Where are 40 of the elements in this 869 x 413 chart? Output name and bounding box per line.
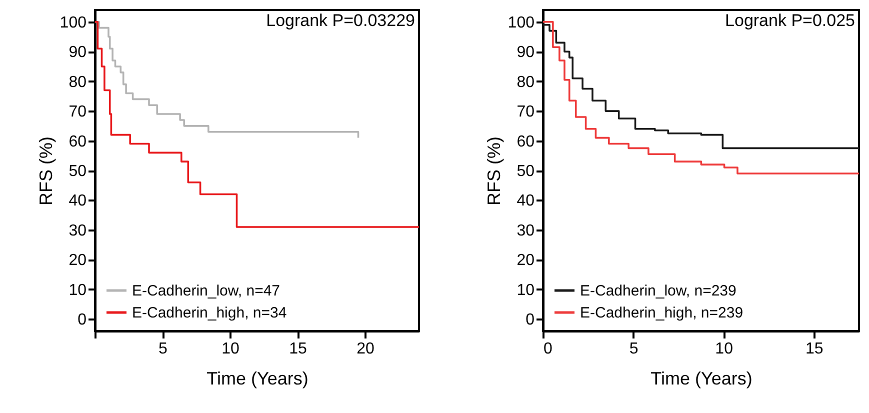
- x-tick-label: 10: [715, 340, 734, 358]
- y-tick-label: 10: [68, 282, 87, 299]
- y-tick-label: 30: [516, 222, 535, 240]
- y-tick-label: 80: [516, 74, 535, 91]
- y-tick-label: 60: [516, 133, 535, 150]
- x-tick-label: 5: [629, 340, 638, 358]
- legend-label: E-Cadherin_high, n=34: [132, 304, 287, 322]
- y-tick-label: 0: [78, 312, 87, 329]
- x-axis-title: Time (Years): [206, 368, 308, 388]
- y-tick-label: 100: [60, 14, 87, 32]
- y-tick-label: 10: [516, 282, 535, 299]
- y-tick-label: 70: [68, 104, 87, 121]
- x-tick-label: 10: [222, 340, 240, 358]
- y-tick-label: 70: [516, 104, 535, 121]
- x-axis-title: Time (Years): [650, 368, 752, 388]
- y-tick-label: 90: [68, 44, 87, 62]
- y-tick-label: 80: [68, 74, 87, 91]
- y-tick-label: 0: [526, 312, 535, 329]
- legend-label: E-Cadherin_low, n=47: [132, 282, 280, 300]
- x-tick-label: 5: [158, 340, 168, 358]
- legend-label: E-Cadherin_low, n=239: [580, 282, 736, 300]
- y-axis-title: RFS (%): [484, 136, 504, 206]
- y-tick-label: 50: [68, 163, 87, 180]
- y-tick-label: 20: [68, 252, 87, 270]
- x-tick-label: 15: [805, 340, 824, 358]
- x-tick-label: 0: [544, 340, 552, 358]
- y-tick-label: 90: [516, 44, 535, 62]
- x-tick-label: 15: [289, 340, 307, 358]
- annotation: Logrank P=0.03229: [266, 11, 415, 30]
- y-tick-label: 40: [516, 192, 535, 210]
- y-tick-label: 100: [508, 14, 535, 32]
- y-tick-label: 20: [516, 252, 535, 270]
- y-tick-label: 30: [68, 222, 87, 240]
- annotation: Logrank P=0.025: [725, 11, 855, 30]
- y-tick-label: 40: [68, 192, 87, 210]
- legend-label: E-Cadherin_high, n=239: [580, 304, 744, 322]
- y-tick-label: 50: [516, 163, 535, 180]
- y-axis-title: RFS (%): [36, 136, 56, 206]
- y-tick-label: 60: [68, 133, 87, 150]
- x-tick-label: 20: [356, 340, 374, 358]
